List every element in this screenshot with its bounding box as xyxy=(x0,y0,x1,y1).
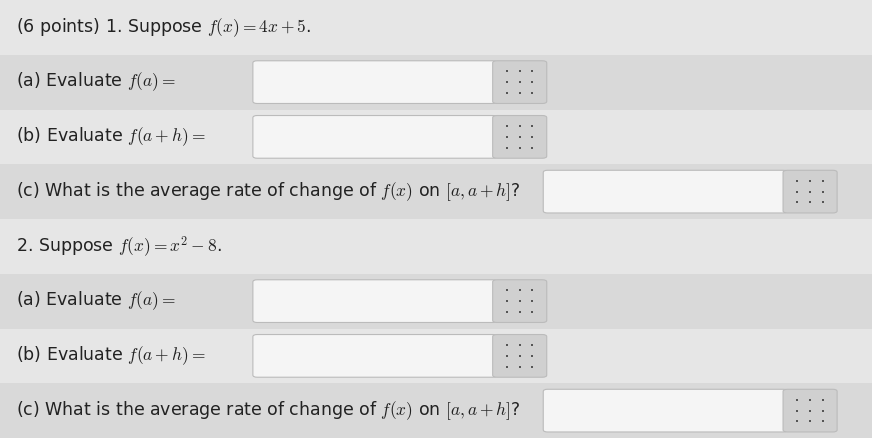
Text: 2. Suppose $f(x) = x^2 - 8$.: 2. Suppose $f(x) = x^2 - 8$. xyxy=(16,234,221,259)
Text: (a) Evaluate $f(a) =$: (a) Evaluate $f(a) =$ xyxy=(16,290,175,312)
FancyBboxPatch shape xyxy=(493,61,547,103)
FancyBboxPatch shape xyxy=(0,328,872,383)
Text: (a) Evaluate $f(a) =$: (a) Evaluate $f(a) =$ xyxy=(16,71,175,93)
FancyBboxPatch shape xyxy=(0,0,872,55)
FancyBboxPatch shape xyxy=(543,389,787,432)
FancyBboxPatch shape xyxy=(493,280,547,322)
FancyBboxPatch shape xyxy=(0,219,872,274)
FancyBboxPatch shape xyxy=(0,274,872,328)
FancyBboxPatch shape xyxy=(783,389,837,432)
FancyBboxPatch shape xyxy=(493,335,547,377)
Text: (b) Evaluate $f(a + h) =$: (b) Evaluate $f(a + h) =$ xyxy=(16,345,206,367)
FancyBboxPatch shape xyxy=(253,116,497,158)
Text: (6 points) 1. Suppose $f(x) = 4x + 5$.: (6 points) 1. Suppose $f(x) = 4x + 5$. xyxy=(16,16,310,39)
FancyBboxPatch shape xyxy=(253,280,497,322)
FancyBboxPatch shape xyxy=(253,61,497,103)
FancyBboxPatch shape xyxy=(783,170,837,213)
FancyBboxPatch shape xyxy=(0,55,872,110)
FancyBboxPatch shape xyxy=(0,383,872,438)
Text: (b) Evaluate $f(a + h) =$: (b) Evaluate $f(a + h) =$ xyxy=(16,126,206,148)
FancyBboxPatch shape xyxy=(493,116,547,158)
FancyBboxPatch shape xyxy=(0,110,872,164)
FancyBboxPatch shape xyxy=(0,164,872,219)
FancyBboxPatch shape xyxy=(253,335,497,377)
Text: (c) What is the average rate of change of $f(x)$ on $[a, a + h]$?: (c) What is the average rate of change o… xyxy=(16,180,521,203)
FancyBboxPatch shape xyxy=(543,170,787,213)
Text: (c) What is the average rate of change of $f(x)$ on $[a, a + h]$?: (c) What is the average rate of change o… xyxy=(16,399,521,422)
